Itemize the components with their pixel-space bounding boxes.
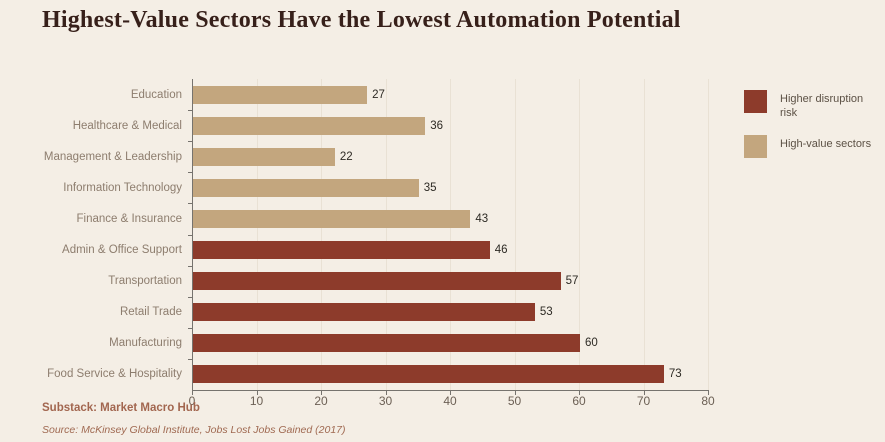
y-axis-tick xyxy=(188,265,192,267)
x-axis-tick xyxy=(579,390,580,395)
bar xyxy=(193,241,490,260)
x-axis-tick xyxy=(256,390,258,395)
bar-value-label: 35 xyxy=(423,181,437,194)
x-tick-label: 0 xyxy=(188,394,196,408)
bar xyxy=(193,116,426,135)
x-tick-label: 30 xyxy=(378,394,393,408)
x-tick-label: 80 xyxy=(701,394,715,408)
x-axis-tick xyxy=(708,390,709,395)
x-tick-label: 40 xyxy=(443,394,457,408)
x-axis-tick xyxy=(385,390,387,395)
bar xyxy=(193,178,419,197)
gridline xyxy=(385,79,387,390)
bar xyxy=(193,303,535,322)
gridline xyxy=(514,79,516,390)
bar xyxy=(193,334,580,353)
x-tick-label: 20 xyxy=(314,394,328,408)
legend-swatch-high-value xyxy=(744,134,767,158)
legend-swatch-disruption xyxy=(744,90,767,113)
y-axis-tick xyxy=(188,358,192,360)
category-label: Finance & Insurance xyxy=(76,212,182,225)
gridline xyxy=(708,79,709,390)
legend-item-disruption: Higher disruption risk xyxy=(744,90,880,121)
legend-label: High-value sectors xyxy=(780,137,872,150)
plot-area: 27 36 22 35 43 46 57 53 60 73 xyxy=(188,79,709,391)
footer-attribution: Substack: Market Macro Hub xyxy=(42,402,200,414)
category-label: Retail Trade xyxy=(119,306,182,319)
category-label: Education xyxy=(130,88,182,101)
x-tick-label: 10 xyxy=(249,394,264,408)
gridline xyxy=(579,79,580,390)
legend-label: Higher disruption risk xyxy=(780,93,864,120)
category-label: Information Technology xyxy=(63,181,182,194)
bar-value-label: 57 xyxy=(565,275,579,288)
category-label: Food Service & Hospitality xyxy=(47,368,182,381)
category-label: Admin & Office Support xyxy=(62,244,182,257)
bar-value-label: 46 xyxy=(494,244,508,257)
bar-value-label: 27 xyxy=(372,88,385,101)
bar-value-label: 53 xyxy=(539,306,553,319)
category-label: Healthcare & Medical xyxy=(72,119,182,132)
x-tick-label: 50 xyxy=(507,394,522,408)
y-axis-tick xyxy=(188,234,192,236)
gridline xyxy=(450,79,451,390)
footer-source: Source: McKinsey Global Institute, Jobs … xyxy=(42,424,346,436)
category-label: Transportation xyxy=(108,275,182,288)
bar-value-label: 22 xyxy=(339,150,353,163)
x-axis-tick xyxy=(321,390,322,395)
bar-value-label: 36 xyxy=(430,119,443,132)
gridline xyxy=(321,79,322,390)
gridline xyxy=(256,79,258,390)
y-axis-tick xyxy=(188,141,192,143)
bar xyxy=(193,209,471,228)
y-axis-tick xyxy=(188,203,192,205)
bar xyxy=(193,85,368,104)
category-label: Manufacturing xyxy=(109,337,182,350)
chart-title: Highest-Value Sectors Have the Lowest Au… xyxy=(42,7,681,33)
bar xyxy=(193,147,335,166)
x-axis-tick xyxy=(643,390,645,395)
bar xyxy=(193,272,561,291)
x-axis-tick xyxy=(450,390,451,395)
bar xyxy=(193,365,664,384)
bar-value-label: 60 xyxy=(585,337,598,350)
y-axis-tick xyxy=(188,172,192,174)
bar-value-label: 43 xyxy=(475,212,489,225)
x-tick-label: 70 xyxy=(636,394,651,408)
category-label: Management & Leadership xyxy=(43,150,182,163)
y-axis-tick xyxy=(188,327,192,329)
gridline xyxy=(643,79,645,390)
bar-value-label: 73 xyxy=(668,368,682,381)
x-axis-tick xyxy=(192,390,193,395)
legend-item-high-value: High-value sectors xyxy=(744,134,880,158)
legend: Higher disruption risk High-value sector… xyxy=(744,90,880,158)
y-axis-tick xyxy=(188,110,192,112)
y-axis-tick xyxy=(188,296,192,298)
x-axis-tick xyxy=(514,390,516,395)
x-tick-label: 60 xyxy=(572,394,586,408)
